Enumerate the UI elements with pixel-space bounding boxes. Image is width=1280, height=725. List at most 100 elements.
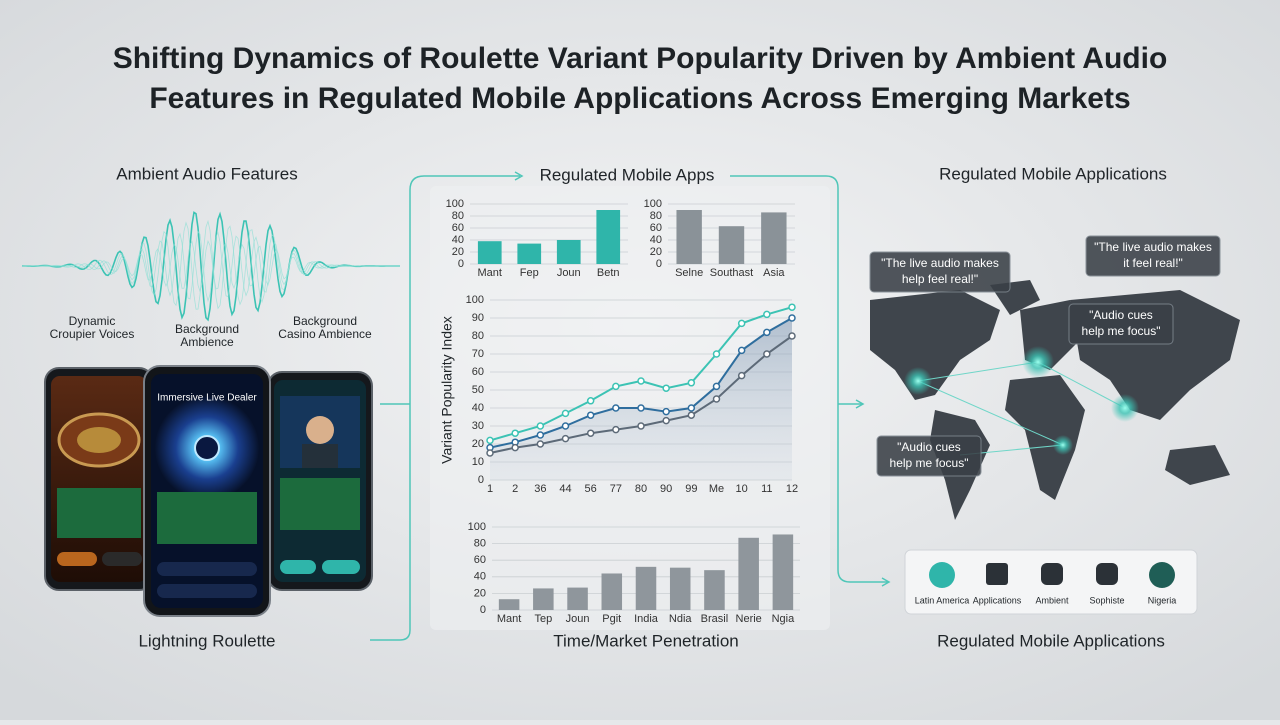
point bbox=[662, 407, 670, 416]
x-tick-label: Southast bbox=[710, 267, 753, 279]
caption: Regulated Mobile Applications bbox=[937, 631, 1165, 650]
bar bbox=[704, 570, 725, 610]
panel-heading: Regulated Mobile Apps bbox=[540, 165, 715, 184]
quote-box bbox=[1068, 303, 1174, 345]
bar bbox=[676, 210, 702, 264]
x-tick-label: 2 bbox=[512, 483, 518, 495]
icon-label: Ambient bbox=[1035, 595, 1069, 605]
point bbox=[763, 350, 771, 358]
y-tick-label: 40 bbox=[650, 234, 662, 246]
audio-labels: Dynamic Croupier Voices Background Ambience… bbox=[50, 314, 372, 349]
bar bbox=[718, 226, 745, 264]
x-tick-label: Asia bbox=[763, 267, 785, 279]
point bbox=[561, 422, 570, 430]
icon-label: Nigeria bbox=[1148, 595, 1177, 605]
title-line: Features in Regulated Mobile Application… bbox=[149, 82, 1130, 115]
icon bbox=[986, 563, 1008, 585]
quote-line: "The live audio makes bbox=[1094, 240, 1212, 254]
y-tick-label: 60 bbox=[650, 222, 662, 234]
point bbox=[586, 429, 595, 437]
bar bbox=[596, 210, 621, 264]
bar bbox=[556, 240, 581, 264]
bar bbox=[772, 534, 794, 610]
point bbox=[687, 379, 696, 387]
x-tick-label: Mant bbox=[497, 613, 521, 625]
y-tick-label: 80 bbox=[452, 210, 464, 222]
y-tick-label: 100 bbox=[644, 198, 662, 210]
icon bbox=[1041, 563, 1063, 585]
y-tick-label: 100 bbox=[446, 198, 464, 210]
point bbox=[737, 371, 746, 380]
bar bbox=[601, 573, 623, 610]
y-tick-label: 90 bbox=[472, 312, 484, 324]
point bbox=[561, 434, 570, 443]
wave-line bbox=[22, 230, 400, 303]
x-tick-label: 90 bbox=[660, 483, 672, 495]
y-tick-label: 20 bbox=[650, 246, 662, 258]
bar bbox=[669, 567, 691, 610]
bar bbox=[761, 212, 787, 264]
x-tick-label: Brasil bbox=[701, 613, 729, 625]
icon-label: Sophiste bbox=[1089, 595, 1124, 605]
x-tick-label: Selne bbox=[675, 267, 703, 279]
icon bbox=[1149, 562, 1175, 588]
quote-box bbox=[869, 251, 1011, 293]
map-glows bbox=[904, 346, 1139, 455]
point bbox=[637, 377, 645, 385]
x-tick-label: 80 bbox=[635, 483, 647, 495]
connectors bbox=[370, 171, 891, 641]
point bbox=[586, 397, 595, 405]
point bbox=[612, 425, 620, 434]
audio-label: Dynamic Croupier Voices bbox=[50, 314, 135, 341]
x-tick-label: India bbox=[634, 613, 659, 625]
phone: Immersive Live Dealer bbox=[143, 365, 271, 617]
y-tick-label: 20 bbox=[452, 246, 464, 258]
x-tick-label: 11 bbox=[761, 483, 772, 495]
x-tick-label: Betn bbox=[597, 267, 620, 279]
bar bbox=[498, 599, 520, 610]
y-tick-label: 20 bbox=[472, 438, 484, 450]
y-tick-label: 10 bbox=[472, 456, 484, 468]
bar bbox=[635, 566, 657, 610]
point bbox=[788, 314, 796, 322]
point bbox=[511, 429, 519, 437]
point bbox=[763, 328, 771, 337]
icon bbox=[929, 562, 955, 588]
y-tick-label: 80 bbox=[650, 210, 662, 222]
x-tick-label: 10 bbox=[736, 483, 748, 495]
y-axis-label: Variant Popularity Index bbox=[439, 316, 455, 464]
quote-line: "Audio cues bbox=[1089, 308, 1153, 322]
icon bbox=[1096, 563, 1118, 585]
point bbox=[687, 404, 696, 412]
y-tick-label: 50 bbox=[472, 384, 484, 396]
point bbox=[662, 384, 670, 392]
bar bbox=[567, 587, 588, 610]
point bbox=[737, 319, 746, 328]
y-tick-label: 60 bbox=[474, 554, 486, 566]
y-tick-label: 60 bbox=[452, 222, 464, 234]
x-tick-label: 1 bbox=[487, 483, 493, 495]
point bbox=[612, 382, 620, 391]
quote-box bbox=[1085, 235, 1221, 277]
y-tick-label: 0 bbox=[458, 258, 464, 270]
x-tick-label: 77 bbox=[610, 483, 622, 495]
audio-label: Background Casino Ambience bbox=[278, 314, 372, 341]
wave-line bbox=[22, 239, 400, 293]
point bbox=[486, 449, 494, 457]
x-tick-label: 44 bbox=[559, 483, 571, 495]
point bbox=[737, 346, 746, 355]
y-tick-label: 40 bbox=[474, 571, 486, 583]
point bbox=[712, 382, 721, 391]
bar bbox=[533, 588, 554, 610]
y-tick-label: 100 bbox=[468, 521, 486, 533]
phone-text: Immersive Live Dealer bbox=[157, 393, 257, 404]
point bbox=[561, 409, 570, 418]
x-tick-label: Joun bbox=[557, 267, 581, 279]
y-tick-label: 100 bbox=[466, 294, 484, 306]
y-tick-label: 70 bbox=[472, 348, 484, 360]
y-tick-label: 20 bbox=[474, 587, 486, 599]
quotes: "The live audio makes help feel real!" "Th… bbox=[869, 235, 1221, 477]
panel-heading: Ambient Audio Features bbox=[116, 164, 297, 183]
